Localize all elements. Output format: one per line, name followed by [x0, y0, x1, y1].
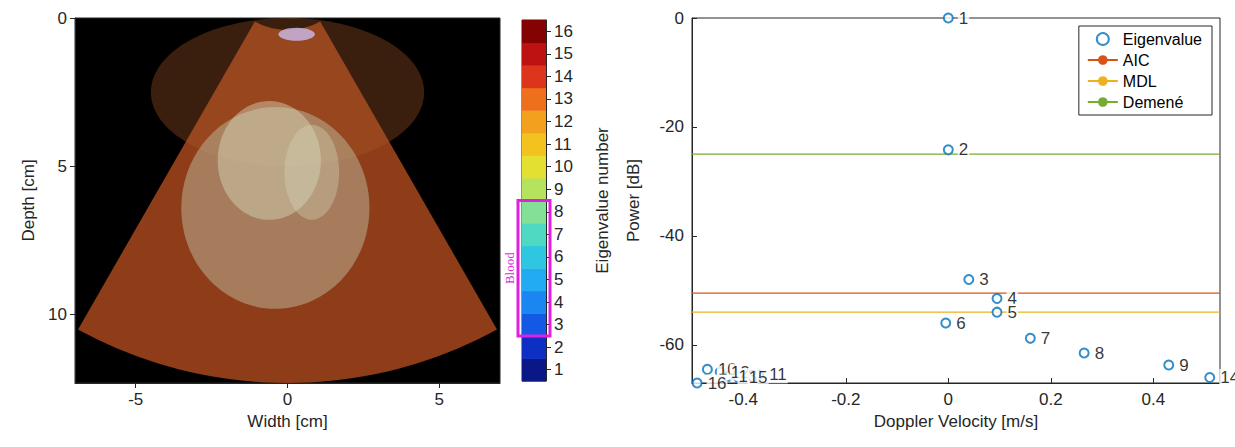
svg-text:-0.4: -0.4	[729, 390, 758, 409]
svg-text:-40: -40	[659, 226, 684, 245]
svg-text:4: 4	[1007, 289, 1017, 309]
svg-text:8: 8	[554, 202, 563, 221]
svg-text:9: 9	[554, 180, 563, 199]
svg-text:Eigenvalue number: Eigenvalue number	[593, 127, 612, 274]
svg-text:6: 6	[554, 247, 563, 266]
svg-text:-60: -60	[659, 335, 684, 354]
svg-text:11: 11	[769, 365, 787, 384]
svg-text:16: 16	[554, 22, 573, 41]
svg-text:5: 5	[554, 270, 563, 289]
svg-text:4: 4	[554, 293, 563, 312]
svg-text:10: 10	[48, 305, 67, 324]
svg-text:14: 14	[1220, 368, 1235, 387]
svg-text:0: 0	[283, 390, 292, 409]
svg-text:1: 1	[959, 9, 968, 28]
svg-text:2: 2	[554, 338, 563, 357]
svg-text:Eigenvalue: Eigenvalue	[1123, 31, 1202, 48]
svg-text:15: 15	[749, 368, 768, 387]
svg-text:AIC: AIC	[1123, 52, 1150, 69]
svg-text:8: 8	[1095, 344, 1104, 363]
svg-text:0.2: 0.2	[1039, 390, 1063, 409]
svg-text:6: 6	[956, 314, 965, 333]
svg-text:2: 2	[959, 140, 968, 159]
svg-text:5: 5	[58, 157, 67, 176]
svg-text:0: 0	[58, 9, 67, 28]
svg-text:0: 0	[675, 9, 684, 28]
svg-text:9: 9	[1179, 356, 1188, 375]
svg-text:Depth [cm]: Depth [cm]	[19, 159, 38, 241]
svg-text:3: 3	[554, 315, 563, 334]
svg-text:MDL: MDL	[1123, 73, 1157, 90]
svg-text:14: 14	[554, 67, 573, 86]
svg-text:12: 12	[554, 112, 573, 131]
svg-text:7: 7	[554, 225, 563, 244]
svg-text:0: 0	[944, 390, 953, 409]
svg-text:Blood: Blood	[502, 252, 517, 284]
svg-text:7: 7	[1041, 329, 1050, 348]
svg-text:0.4: 0.4	[1142, 390, 1166, 409]
svg-text:15: 15	[554, 44, 573, 63]
svg-text:3: 3	[979, 270, 988, 289]
svg-text:-5: -5	[128, 390, 143, 409]
svg-text:13: 13	[554, 89, 573, 108]
svg-text:Doppler Velocity [m/s]: Doppler Velocity [m/s]	[874, 412, 1038, 431]
svg-text:Demené: Demené	[1123, 94, 1184, 111]
svg-text:Width [cm]: Width [cm]	[247, 412, 327, 431]
svg-text:-0.2: -0.2	[831, 390, 860, 409]
svg-text:5: 5	[1008, 303, 1017, 322]
svg-text:10: 10	[554, 157, 573, 176]
svg-text:1: 1	[554, 360, 563, 379]
svg-text:5: 5	[435, 390, 444, 409]
svg-text:Power [dB]: Power [dB]	[624, 159, 643, 242]
svg-text:11: 11	[554, 135, 572, 154]
svg-text:16: 16	[708, 374, 727, 393]
svg-text:-20: -20	[659, 117, 684, 136]
